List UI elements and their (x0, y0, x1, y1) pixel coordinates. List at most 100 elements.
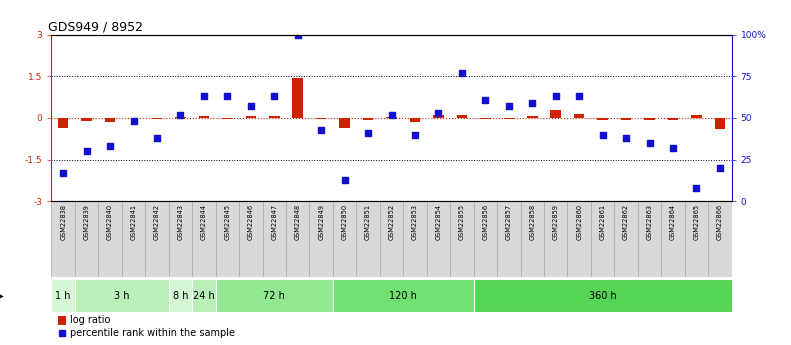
Point (57, 170, 70, 176)
Bar (380, 201, 403, 277)
Point (127, 119, 140, 124)
Bar (520, 201, 544, 277)
Point (620, 135, 633, 141)
Bar (527, 116, 538, 118)
Point (268, 93, 281, 99)
Text: GSM22854: GSM22854 (436, 204, 441, 240)
Bar (574, 114, 585, 118)
Point (526, 100, 539, 106)
Bar (357, 201, 380, 277)
Bar (685, 201, 708, 277)
Bar (245, 116, 256, 118)
Bar (293, 78, 303, 118)
Point (80, 149, 93, 154)
Text: GSM22857: GSM22857 (505, 204, 512, 240)
Bar (75, 279, 168, 312)
Point (713, 165, 726, 171)
Point (291, 32, 304, 37)
Text: GSM22842: GSM22842 (154, 204, 160, 240)
Bar (708, 201, 732, 277)
Point (502, 104, 515, 109)
Bar (51, 279, 75, 312)
Bar (51, 201, 75, 277)
Bar (75, 201, 98, 277)
Bar (216, 201, 239, 277)
Text: GSM22846: GSM22846 (248, 204, 254, 240)
Bar (58, 118, 69, 128)
Text: GSM22863: GSM22863 (646, 204, 653, 240)
Point (315, 127, 327, 132)
Point (361, 130, 374, 136)
Text: GSM22851: GSM22851 (365, 204, 371, 240)
Bar (474, 201, 497, 277)
Bar (410, 118, 420, 122)
Text: GSM22840: GSM22840 (107, 204, 113, 240)
Point (221, 93, 233, 99)
Bar (597, 118, 608, 120)
Bar (216, 279, 333, 312)
Bar (480, 118, 490, 119)
Point (596, 132, 609, 137)
Bar (456, 115, 467, 118)
Text: GSM22845: GSM22845 (225, 204, 230, 240)
Point (456, 70, 468, 76)
Point (479, 97, 492, 102)
Point (104, 144, 116, 149)
Text: GSM22860: GSM22860 (576, 204, 582, 240)
Bar (333, 279, 474, 312)
Bar (81, 118, 92, 121)
Bar (168, 201, 192, 277)
Text: GSM22853: GSM22853 (412, 204, 418, 240)
Text: GSM22843: GSM22843 (177, 204, 184, 240)
Bar (286, 201, 309, 277)
Text: 360 h: 360 h (589, 290, 616, 300)
Text: percentile rank within the sample: percentile rank within the sample (70, 328, 236, 338)
Bar (567, 201, 591, 277)
Bar (615, 201, 638, 277)
Bar (104, 118, 115, 122)
Bar (450, 201, 474, 277)
Text: GSM22864: GSM22864 (670, 204, 676, 240)
Point (339, 177, 351, 183)
Text: 120 h: 120 h (389, 290, 417, 300)
Point (643, 140, 656, 146)
Bar (152, 118, 162, 119)
Bar (363, 118, 373, 120)
Text: GSM22865: GSM22865 (694, 204, 699, 240)
Bar (339, 118, 350, 128)
Bar (192, 201, 216, 277)
Point (667, 145, 679, 151)
Bar (386, 117, 397, 118)
Text: 24 h: 24 h (193, 290, 215, 300)
Text: GSM22847: GSM22847 (271, 204, 278, 240)
Text: GSM22861: GSM22861 (600, 204, 606, 240)
Point (385, 112, 398, 117)
Point (198, 93, 210, 99)
Text: GSM22856: GSM22856 (483, 204, 488, 240)
Point (573, 93, 585, 99)
Point (550, 93, 562, 99)
Text: GSM22848: GSM22848 (295, 204, 301, 240)
Text: log ratio: log ratio (70, 315, 111, 325)
Text: GSM22859: GSM22859 (553, 204, 558, 240)
Bar (691, 115, 702, 118)
Text: GSM22841: GSM22841 (131, 204, 137, 240)
Bar (661, 201, 685, 277)
Text: GSM22852: GSM22852 (388, 204, 395, 240)
Point (409, 132, 422, 137)
Bar (309, 201, 333, 277)
Bar (474, 279, 732, 312)
Bar (222, 118, 233, 119)
Text: 8 h: 8 h (172, 290, 188, 300)
Bar (59, 316, 66, 325)
Point (691, 185, 703, 191)
Text: GSM22866: GSM22866 (717, 204, 723, 240)
Bar (192, 279, 216, 312)
Bar (122, 201, 146, 277)
Bar (333, 201, 357, 277)
Text: 1 h: 1 h (55, 290, 71, 300)
Bar (426, 201, 450, 277)
Bar (668, 118, 679, 120)
Text: GSM22858: GSM22858 (529, 204, 536, 240)
Text: GSM22844: GSM22844 (201, 204, 207, 240)
